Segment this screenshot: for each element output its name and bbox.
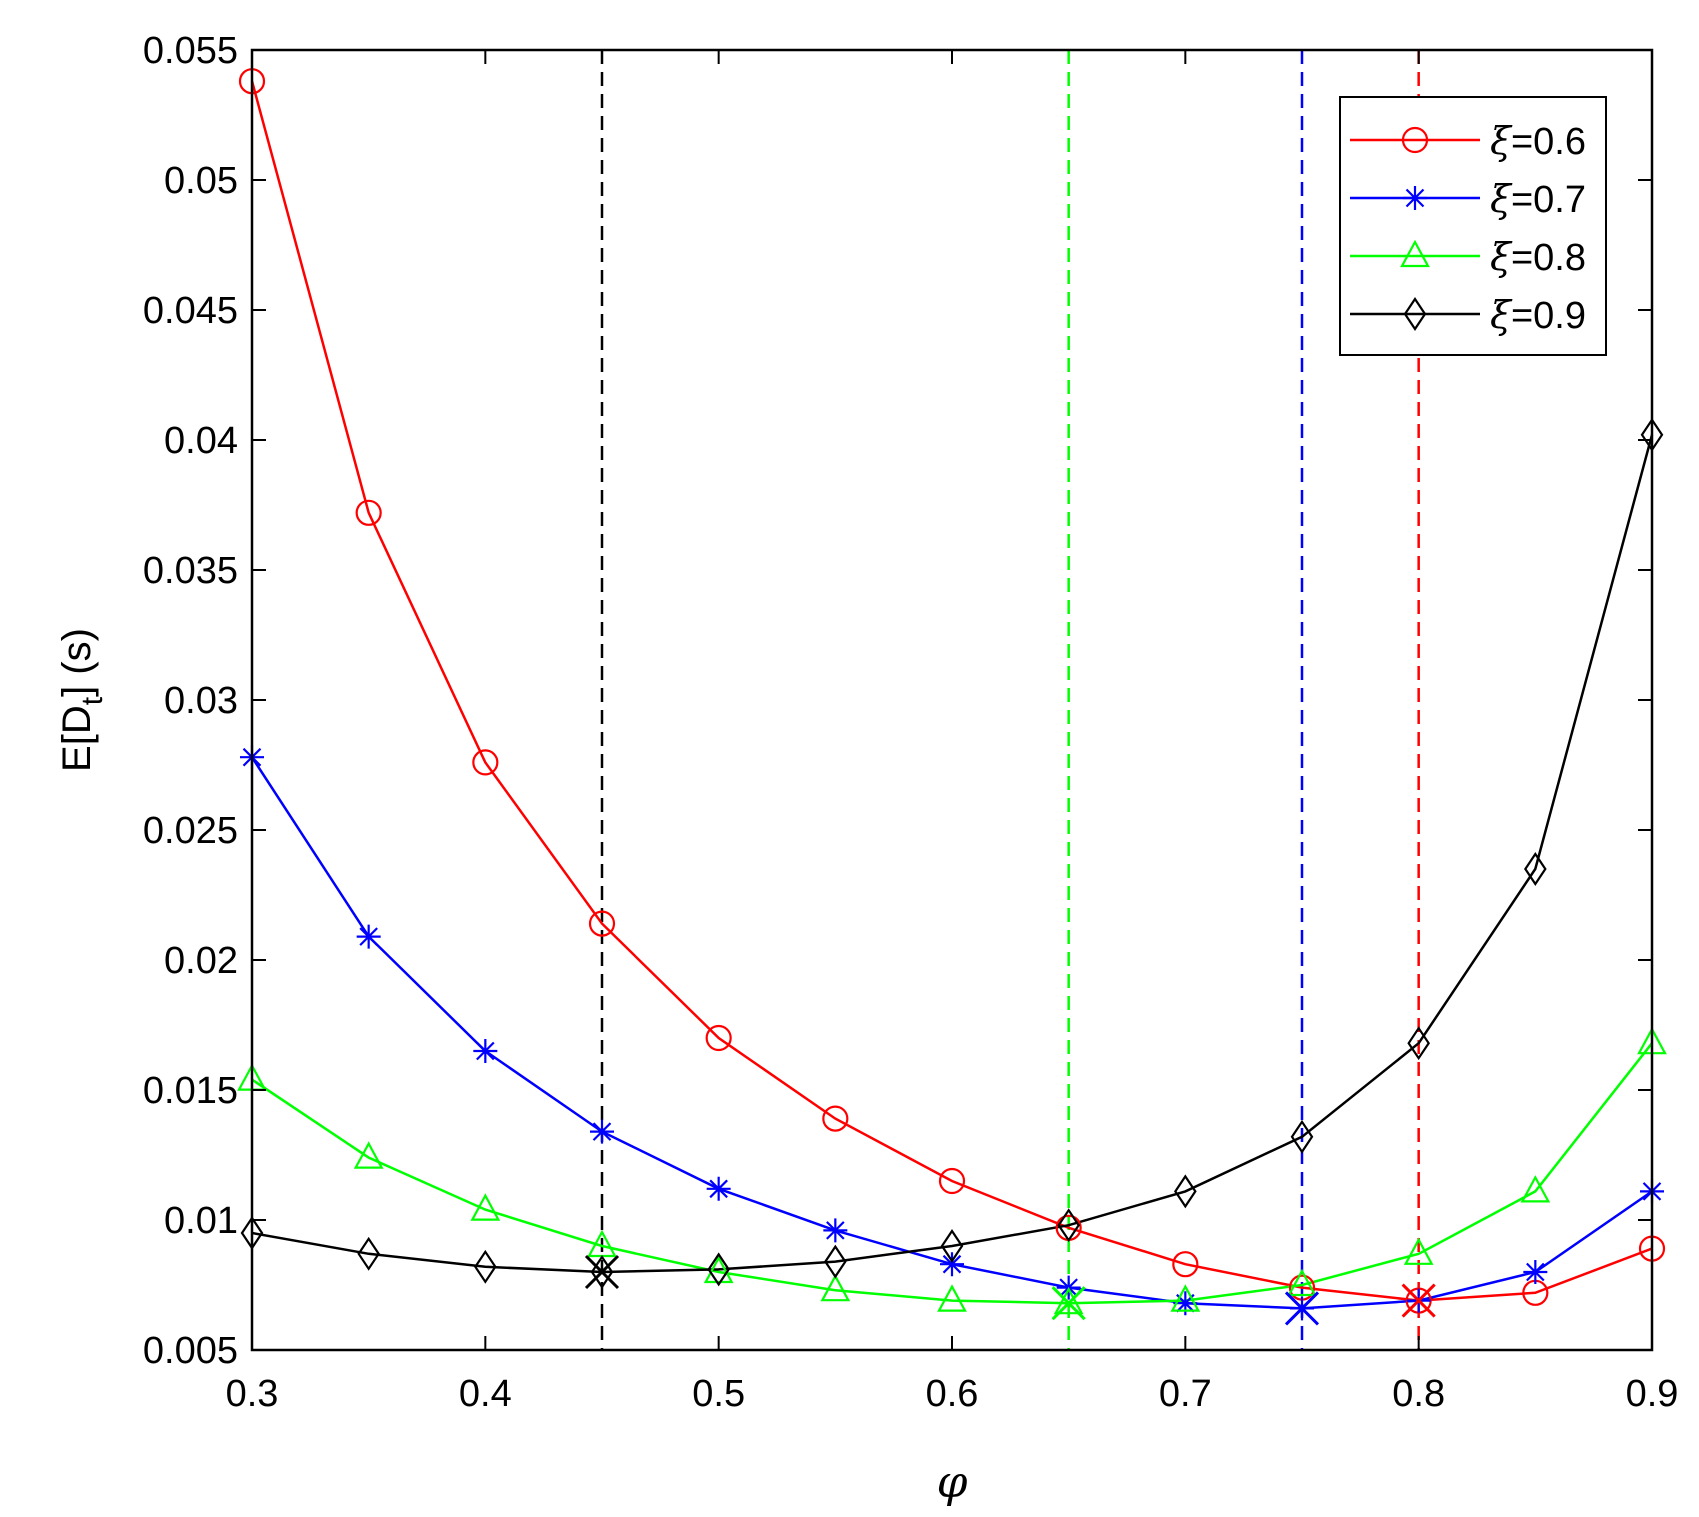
x-tick-label: 0.4 [459, 1373, 512, 1415]
legend-value: =0.8 [1511, 237, 1586, 279]
y-tick-label: 0.005 [143, 1330, 238, 1372]
y-tick-label: 0.045 [143, 290, 238, 332]
x-tick-label: 0.7 [1159, 1373, 1212, 1415]
legend-value: =0.6 [1511, 121, 1586, 163]
data-point-series-4 [940, 1229, 964, 1263]
legend-value: =0.7 [1511, 179, 1586, 221]
data-point-series-4 [1407, 1026, 1430, 1061]
legend-greek-symbol: ξ [1490, 293, 1513, 337]
x-tick-label: 0.3 [226, 1373, 279, 1415]
legend-label-2: ξ=0.7 [1490, 177, 1586, 221]
data-point-series-2 [706, 1176, 731, 1201]
legend-greek-symbol: ξ [1490, 119, 1513, 163]
data-point-series-4 [707, 1252, 730, 1287]
data-point-series-4 [824, 1244, 847, 1279]
legend-label-1: ξ=0.6 [1490, 119, 1586, 163]
x-axis-ticks: 0.3 0.4 0.5 0.6 0.7 0.8 0.9 [226, 50, 1679, 1415]
y-axis-label: E[Dt] (s) [55, 628, 109, 772]
y-tick-label: 0.055 [143, 30, 238, 72]
data-point-series-2 [590, 1119, 614, 1144]
legend-greek-symbol: ξ [1490, 235, 1513, 279]
data-point-series-3 [1403, 1237, 1434, 1265]
data-point-series-3 [1287, 1268, 1317, 1297]
optimum-markers [584, 1254, 1436, 1326]
optimum-x-marker [584, 1254, 620, 1290]
data-point-series-4 [1057, 1208, 1080, 1243]
data-point-series-3 [1053, 1286, 1084, 1315]
data-point-series-2 [356, 924, 381, 949]
data-point-series-3 [470, 1193, 501, 1221]
data-point-series-2 [1173, 1291, 1198, 1316]
legend-label-3: ξ=0.8 [1490, 235, 1586, 279]
legend-marker-2 [1403, 186, 1427, 210]
legend-marker-4 [1403, 297, 1427, 331]
x-tick-label: 0.9 [1626, 1373, 1679, 1415]
legend-marker-3 [1400, 239, 1430, 268]
x-tick-label: 0.5 [692, 1373, 745, 1415]
data-point-series-3 [703, 1255, 734, 1284]
y-tick-label: 0.02 [164, 940, 238, 982]
y-axis-label-tail: ] (s) [55, 628, 99, 697]
data-point-series-1 [1172, 1251, 1199, 1278]
data-point-series-3 [1520, 1175, 1551, 1203]
y-axis-label-main: E[D [55, 705, 99, 772]
data-point-series-3 [820, 1273, 851, 1302]
data-point-series-2 [1523, 1260, 1548, 1284]
data-point-series-2 [940, 1252, 964, 1277]
y-tick-label: 0.01 [164, 1200, 238, 1242]
data-point-series-4 [1174, 1174, 1197, 1209]
x-tick-label: 0.6 [926, 1373, 979, 1415]
series-line-4 [251, 434, 1654, 1274]
legend-label-4: ξ=0.9 [1490, 293, 1586, 337]
optimum-x-marker [1051, 1286, 1086, 1321]
data-point-series-4 [474, 1249, 497, 1284]
data-point-series-1 [472, 749, 499, 776]
y-tick-label: 0.035 [143, 550, 238, 592]
data-point-series-2 [473, 1039, 498, 1063]
data-point-series-3 [1170, 1284, 1201, 1312]
data-point-series-3 [937, 1284, 967, 1312]
x-tick-label: 0.8 [1392, 1373, 1445, 1415]
optimum-x-marker [1401, 1283, 1436, 1318]
y-axis-label-subscript: t [76, 696, 109, 705]
legend-greek-symbol: ξ [1490, 177, 1513, 221]
x-axis-label: φ [937, 1457, 968, 1508]
y-tick-label: 0.04 [164, 420, 238, 462]
data-point-series-1 [588, 910, 616, 937]
legend-marker-1 [1401, 126, 1429, 154]
data-point-series-3 [353, 1141, 384, 1169]
legend: ξ=0.6ξ=0.7ξ=0.8ξ=0.9 [1339, 96, 1607, 356]
legend-value: =0.9 [1511, 295, 1586, 337]
data-point-series-1 [822, 1105, 849, 1132]
y-tick-label: 0.05 [164, 160, 238, 202]
data-point-series-1 [355, 499, 382, 526]
data-point-series-4 [1290, 1119, 1314, 1154]
y-axis-ticks: 0.005 0.01 0.015 0.02 0.025 0.03 0.035 0.04 0.04… [143, 30, 1652, 1372]
y-tick-label: 0.015 [143, 1070, 238, 1112]
optimum-x-marker [1284, 1291, 1320, 1326]
y-tick-label: 0.025 [143, 810, 238, 852]
data-point-series-1 [938, 1167, 966, 1195]
data-point-series-2 [823, 1218, 848, 1243]
series-line-3 [251, 1042, 1653, 1305]
data-point-series-4 [357, 1236, 380, 1271]
data-point-series-1 [705, 1024, 732, 1052]
data-point-series-4 [1524, 852, 1547, 886]
y-tick-label: 0.03 [164, 680, 238, 722]
